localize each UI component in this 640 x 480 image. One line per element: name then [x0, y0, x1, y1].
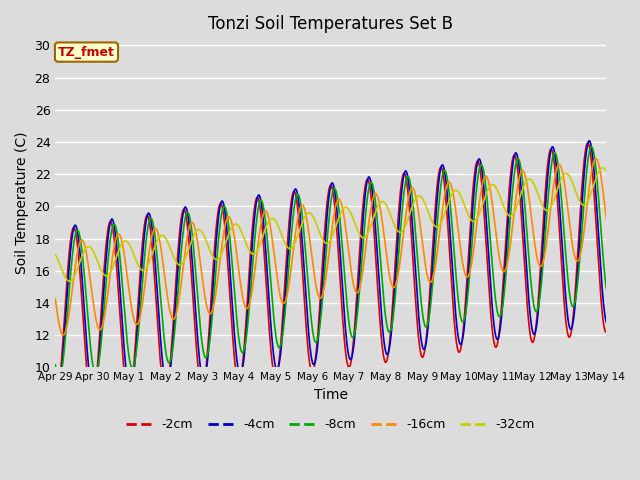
-8cm	[385, 329, 392, 335]
Line: -2cm: -2cm	[55, 137, 640, 408]
-32cm	[639, 162, 640, 168]
Line: -8cm: -8cm	[55, 141, 640, 378]
-32cm	[527, 177, 534, 182]
-16cm	[385, 268, 392, 274]
-2cm	[51, 405, 59, 410]
-4cm	[639, 313, 640, 319]
Line: -16cm: -16cm	[55, 153, 640, 335]
-16cm	[628, 150, 636, 156]
Title: Tonzi Soil Temperatures Set B: Tonzi Soil Temperatures Set B	[208, 15, 453, 33]
-8cm	[55, 375, 63, 381]
-8cm	[559, 221, 567, 227]
-16cm	[559, 174, 567, 180]
-16cm	[631, 154, 639, 159]
-32cm	[636, 159, 640, 165]
-4cm	[559, 263, 567, 269]
-4cm	[622, 132, 630, 138]
-2cm	[110, 234, 118, 240]
-2cm	[559, 287, 567, 293]
-32cm	[237, 228, 245, 233]
-16cm	[110, 243, 118, 249]
-16cm	[527, 205, 534, 211]
-4cm	[631, 221, 639, 227]
-32cm	[559, 172, 567, 178]
-4cm	[237, 371, 245, 377]
-4cm	[53, 397, 61, 403]
-8cm	[625, 138, 632, 144]
-2cm	[631, 246, 639, 252]
-16cm	[639, 208, 640, 214]
-8cm	[237, 348, 245, 353]
-4cm	[385, 348, 392, 354]
-8cm	[51, 362, 59, 368]
-8cm	[527, 272, 534, 277]
-32cm	[51, 252, 59, 258]
-8cm	[631, 184, 639, 190]
-16cm	[237, 284, 245, 290]
X-axis label: Time: Time	[314, 388, 348, 402]
-4cm	[110, 223, 118, 228]
Line: -32cm: -32cm	[55, 162, 640, 281]
-2cm	[237, 375, 244, 381]
Legend: -2cm, -4cm, -8cm, -16cm, -32cm: -2cm, -4cm, -8cm, -16cm, -32cm	[122, 413, 540, 436]
-32cm	[631, 165, 639, 171]
-2cm	[621, 134, 628, 140]
-32cm	[385, 207, 392, 213]
Y-axis label: Soil Temperature (C): Soil Temperature (C)	[15, 131, 29, 274]
-8cm	[639, 279, 640, 285]
-2cm	[385, 349, 392, 355]
-4cm	[527, 313, 534, 319]
-32cm	[66, 278, 74, 284]
-4cm	[51, 395, 59, 400]
-2cm	[639, 324, 640, 330]
-32cm	[110, 260, 118, 266]
Line: -4cm: -4cm	[55, 135, 640, 400]
-8cm	[110, 221, 118, 227]
-16cm	[60, 332, 67, 338]
Text: TZ_fmet: TZ_fmet	[58, 46, 115, 59]
-2cm	[526, 330, 534, 336]
-16cm	[51, 296, 59, 301]
